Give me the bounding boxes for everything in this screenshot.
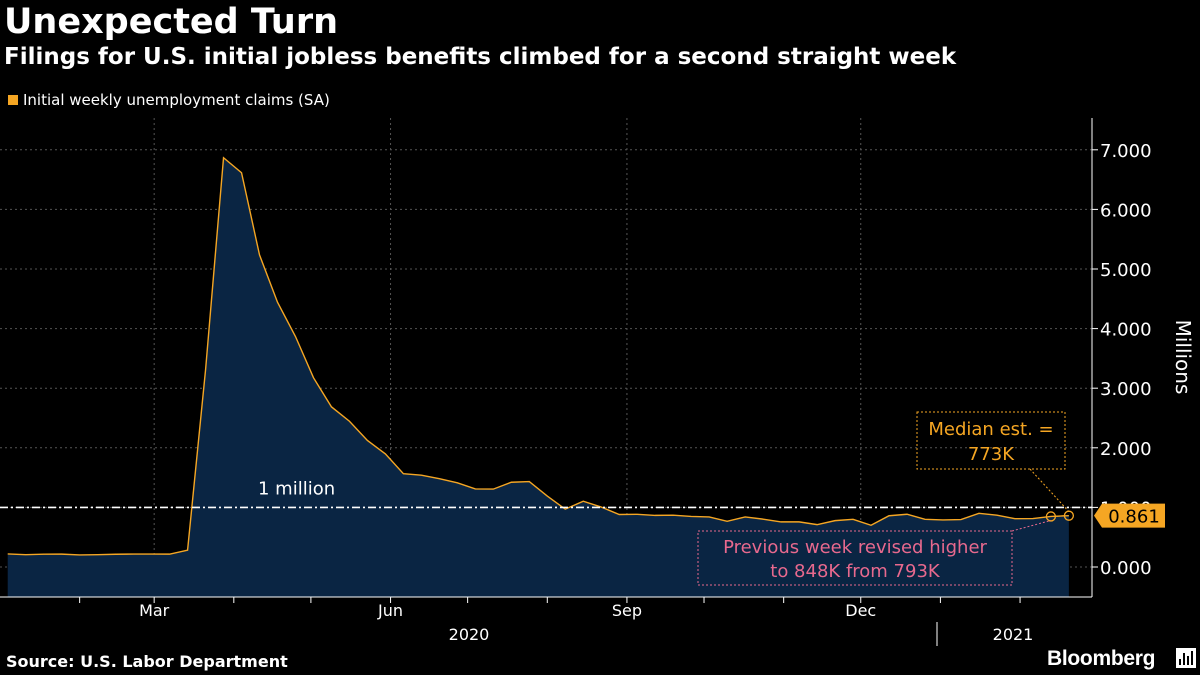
x-month-label: Jun: [377, 601, 403, 620]
revised-annotation-box: [697, 530, 1013, 586]
chart-title: Unexpected Turn: [4, 2, 339, 42]
median-leader-line: [1029, 468, 1070, 513]
bloomberg-logo: Bloomberg: [1047, 647, 1156, 670]
claims-area: [7, 157, 1069, 597]
legend-label: Initial weekly unemployment claims (SA): [23, 91, 330, 109]
median-annotation-line1: Median est. =: [928, 419, 1053, 440]
chart-subtitle: Filings for U.S. initial jobless benefit…: [4, 44, 957, 70]
y-tick-label: 6.000: [1100, 200, 1152, 221]
median-annotation-box: [916, 411, 1066, 470]
last-value-label: 0.861: [1108, 507, 1160, 528]
revised-annotation-line2: to 848K from 793K: [770, 561, 941, 582]
marker-connector: [1054, 515, 1065, 517]
x-month-label: Mar: [139, 601, 170, 620]
claims-line: [7, 156, 1069, 556]
x-year-label: 2021: [993, 625, 1034, 644]
y-tick-label: 0.000: [1100, 558, 1152, 579]
y-tick-label: 4.000: [1100, 320, 1152, 341]
y-axis-label: Millions: [1171, 320, 1195, 395]
bloomberg-terminal-icon: [1176, 648, 1196, 668]
legend: Initial weekly unemployment claims (SA): [8, 91, 330, 109]
revised-leader-line: [1011, 519, 1052, 532]
legend-swatch: [8, 95, 18, 105]
y-tick-label: 5.000: [1100, 260, 1152, 281]
y-tick-label: 2.000: [1100, 439, 1152, 460]
last-value-tag: [1094, 503, 1165, 528]
x-year-label: 2020: [449, 625, 490, 644]
y-tick-label: 7.000: [1100, 141, 1152, 162]
source-note: Source: U.S. Labor Department: [6, 652, 288, 671]
median-annotation-line2: 773K: [968, 444, 1015, 465]
reference-line-label: 1 million: [258, 478, 335, 499]
y-tick-label: 3.000: [1100, 379, 1152, 400]
x-month-label: Sep: [612, 601, 642, 620]
x-month-label: Dec: [845, 601, 876, 620]
revised-annotation-line1: Previous week revised higher: [723, 537, 987, 558]
